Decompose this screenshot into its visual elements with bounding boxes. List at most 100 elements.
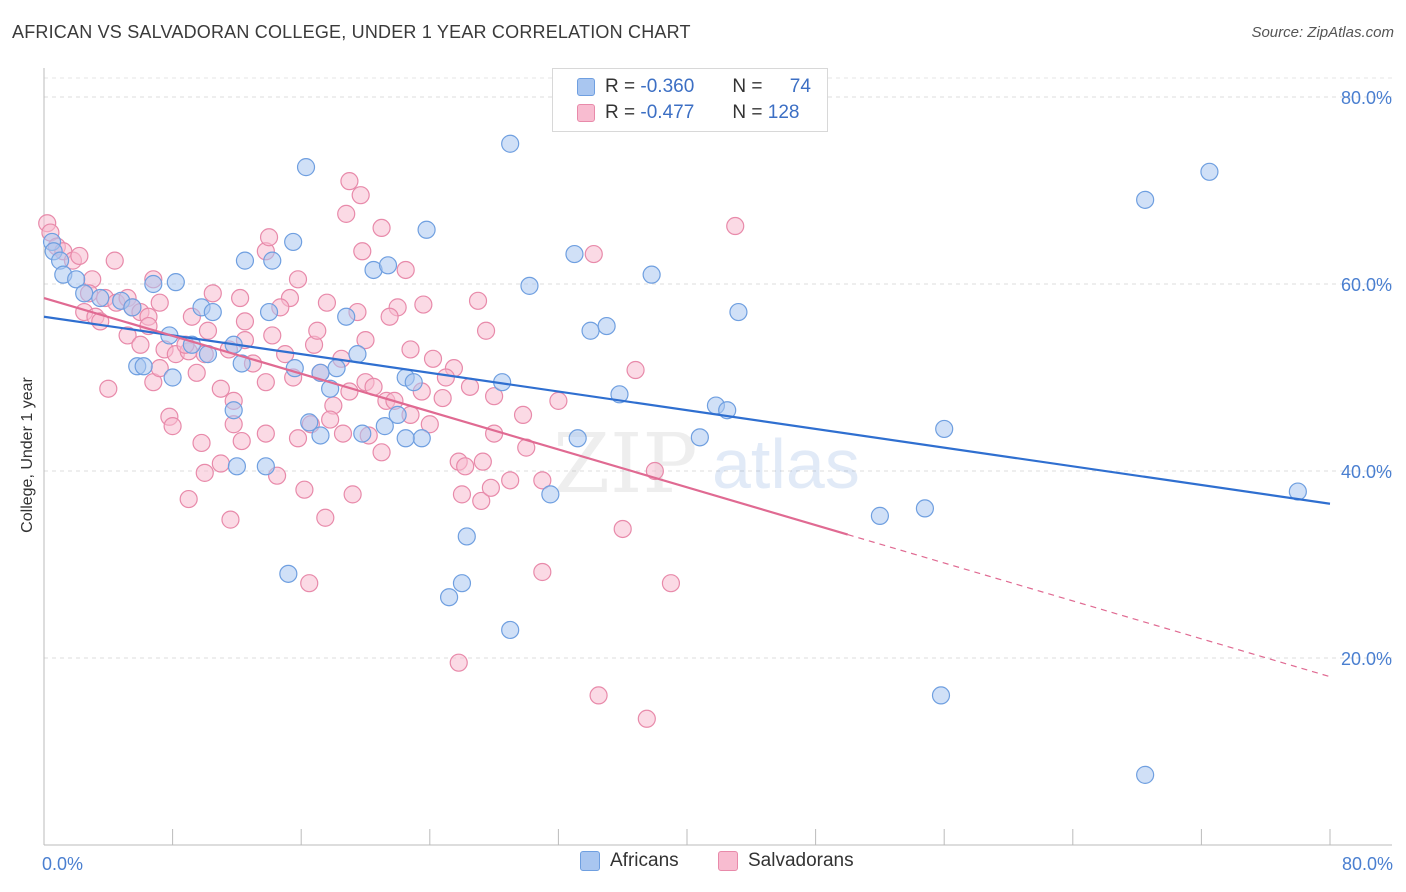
- data-point: [195, 463, 214, 482]
- watermark: ZIP atlas: [553, 417, 860, 512]
- watermark-atlas: atlas: [712, 425, 860, 503]
- data-point: [449, 653, 468, 672]
- legend-item-salvadorans[interactable]: Salvadorans: [718, 850, 854, 872]
- data-point: [931, 686, 951, 705]
- y-tick-label: 80.0%: [1341, 88, 1392, 108]
- data-point: [70, 246, 89, 266]
- data-point: [308, 321, 327, 340]
- data-point: [99, 379, 118, 398]
- data-point: [396, 260, 415, 280]
- data-point: [67, 270, 86, 289]
- data-point: [221, 510, 240, 529]
- tick-labels: 20.0% 40.0% 60.0% 80.0% 0.0% 80.0%: [42, 88, 1393, 874]
- data-point: [356, 331, 375, 350]
- data-point: [935, 419, 954, 439]
- data-point: [263, 251, 282, 270]
- data-point: [380, 307, 399, 326]
- data-point: [295, 480, 314, 499]
- data-point: [300, 413, 319, 432]
- data-point: [501, 134, 520, 153]
- data-point: [296, 158, 316, 177]
- data-point: [235, 251, 255, 270]
- data-point: [476, 321, 496, 340]
- data-point: [423, 349, 443, 368]
- legend-label-africans: Africans: [610, 850, 679, 871]
- data-point: [456, 457, 475, 476]
- data-point: [378, 256, 398, 275]
- axes: [43, 68, 1392, 846]
- data-point: [597, 316, 616, 336]
- data-point: [317, 293, 337, 312]
- data-point: [726, 216, 745, 236]
- data-point: [279, 564, 298, 583]
- data-point: [485, 387, 504, 406]
- data-point: [460, 377, 480, 396]
- data-point: [404, 373, 423, 392]
- legend-n-value: 128: [767, 102, 800, 123]
- series-salvadorans: [38, 172, 745, 728]
- data-point: [353, 424, 372, 443]
- y-tick-label: 60.0%: [1341, 275, 1392, 295]
- data-point: [690, 428, 709, 447]
- legend-item-africans[interactable]: Africans: [580, 850, 679, 872]
- data-point: [533, 562, 552, 582]
- data-point: [396, 429, 415, 448]
- data-point: [187, 363, 206, 382]
- data-point: [256, 424, 275, 443]
- data-point: [198, 321, 218, 340]
- y-tick-label: 40.0%: [1341, 462, 1392, 482]
- data-point: [584, 244, 603, 264]
- legend-swatch-africans: [577, 78, 595, 96]
- data-point: [417, 220, 436, 239]
- data-point: [401, 340, 420, 359]
- data-point: [150, 293, 169, 312]
- data-point: [256, 457, 275, 476]
- data-point: [163, 368, 182, 387]
- y-tick-label: 20.0%: [1341, 649, 1392, 669]
- data-point: [1200, 162, 1219, 181]
- data-point: [203, 302, 222, 322]
- data-point: [1136, 765, 1155, 784]
- data-point: [568, 429, 587, 448]
- data-point: [626, 360, 645, 380]
- data-point: [256, 373, 275, 392]
- data-point: [637, 709, 656, 728]
- data-point: [263, 326, 282, 345]
- data-point: [211, 379, 230, 398]
- data-point: [284, 232, 303, 252]
- trend-line-africans: [43, 315, 1331, 505]
- series-africans: [42, 134, 1307, 784]
- data-point: [452, 485, 472, 504]
- data-point: [481, 478, 500, 497]
- data-point: [259, 302, 279, 322]
- legend-n-label: N =: [732, 76, 763, 97]
- chart-title: AFRICAN VS SALVADORAN COLLEGE, UNDER 1 Y…: [12, 22, 691, 42]
- data-point: [211, 454, 230, 473]
- data-point: [316, 508, 335, 527]
- data-point: [565, 244, 584, 264]
- data-point: [311, 426, 330, 445]
- data-point: [343, 485, 362, 504]
- data-point: [224, 401, 243, 420]
- data-point: [915, 499, 935, 518]
- data-point: [163, 417, 182, 436]
- data-point: [353, 242, 372, 261]
- data-point: [348, 345, 367, 364]
- data-point: [203, 284, 222, 303]
- data-point: [439, 588, 459, 607]
- data-point: [333, 424, 353, 443]
- correlation-legend: R = -0.360 N = 74 R = -0.477 N = 128: [552, 68, 828, 132]
- data-point: [433, 388, 452, 408]
- data-point: [436, 368, 455, 387]
- data-point: [1136, 190, 1155, 209]
- data-point: [541, 485, 560, 504]
- data-point: [420, 415, 439, 434]
- data-point: [645, 461, 664, 481]
- data-point: [327, 359, 346, 378]
- legend-r-value: -0.477: [640, 102, 695, 123]
- data-point: [610, 385, 629, 404]
- legend-r-label: R =: [605, 102, 636, 123]
- trend-lines: [43, 296, 1331, 678]
- legend-swatch-africans: [580, 851, 600, 871]
